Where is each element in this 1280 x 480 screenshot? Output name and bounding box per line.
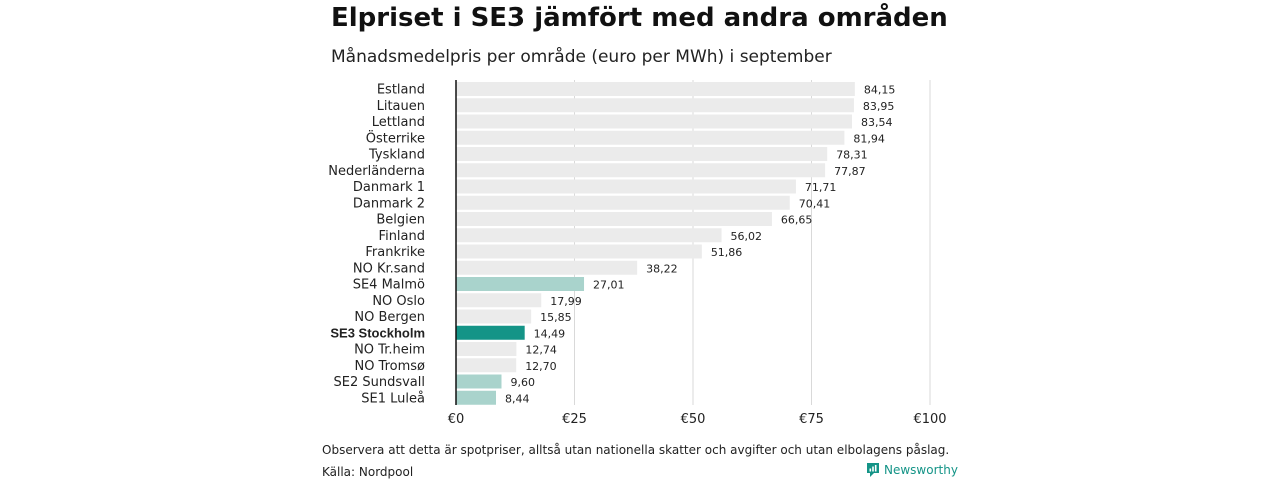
- value-label: 51,86: [711, 246, 743, 259]
- chart-subtitle: Månadsmedelpris per område (euro per MWh…: [331, 47, 832, 67]
- x-tick-label: €50: [681, 412, 706, 427]
- bar: [456, 130, 845, 145]
- x-tick-label: €0: [448, 412, 465, 427]
- bar: [456, 195, 790, 210]
- bar: [456, 147, 828, 161]
- value-label: 12,74: [525, 344, 557, 357]
- value-label: 66,65: [781, 214, 813, 227]
- bar: [456, 98, 854, 113]
- value-label: 17,99: [550, 295, 582, 308]
- value-label: 9,60: [511, 376, 536, 389]
- category-label: SE3 Stockholm: [330, 325, 425, 340]
- category-label: Estland: [377, 83, 425, 98]
- bar: [456, 228, 722, 243]
- value-label: 83,95: [863, 100, 895, 113]
- category-label: NO Bergen: [354, 310, 425, 325]
- category-label: Frankrike: [365, 245, 425, 260]
- bar-chart: Estland 84,15 Litauen 83,95 Lettland 83,54 Öst…: [328, 80, 947, 427]
- category-label: Danmark 1: [353, 180, 425, 195]
- bar: [456, 374, 502, 389]
- value-label: 12,70: [525, 360, 557, 373]
- value-label: 78,31: [836, 149, 868, 162]
- category-label: SE2 Sundsvall: [333, 375, 425, 390]
- newsworthy-logo-icon: [867, 463, 879, 477]
- category-label: NO Kr.sand: [353, 261, 425, 276]
- category-label: NO Tr.heim: [354, 343, 425, 358]
- bar: [456, 244, 702, 259]
- x-tick-label: €75: [799, 412, 824, 427]
- bar: [456, 260, 638, 275]
- category-label: Finland: [379, 229, 425, 244]
- value-label: 71,71: [805, 181, 837, 194]
- category-label: Tyskland: [368, 148, 425, 163]
- bar: [456, 309, 532, 324]
- bar: [456, 212, 772, 226]
- category-label: Lettland: [372, 115, 425, 130]
- brand-name: Newsworthy: [884, 463, 958, 477]
- value-label: 38,22: [646, 262, 678, 275]
- bar: [456, 179, 796, 194]
- bar: [456, 163, 826, 178]
- value-label: 8,44: [505, 392, 530, 405]
- category-label: Österrike: [366, 129, 425, 146]
- category-label: Litauen: [377, 99, 425, 114]
- chart-footnote: Observera att detta är spotpriser, allts…: [322, 443, 950, 457]
- bar: [456, 82, 855, 96]
- value-label: 70,41: [799, 197, 831, 210]
- bar: [456, 342, 517, 356]
- category-label: SE4 Malmö: [353, 278, 425, 293]
- value-label: 27,01: [593, 279, 625, 292]
- bar: [456, 390, 497, 405]
- x-tick-label: €100: [913, 412, 946, 427]
- brand-logo[interactable]: Newsworthy: [866, 462, 958, 478]
- category-label: Danmark 2: [353, 196, 425, 211]
- value-label: 77,87: [834, 165, 866, 178]
- value-label: 81,94: [853, 132, 885, 145]
- value-label: 15,85: [540, 311, 572, 324]
- category-label: NO Oslo: [372, 294, 425, 309]
- bar: [456, 293, 542, 308]
- bar: [456, 325, 525, 340]
- x-tick-label: €25: [562, 412, 587, 427]
- chart-source: Källa: Nordpool: [322, 465, 414, 479]
- chart-title: Elpriset i SE3 jämfört med andra områden: [331, 3, 948, 33]
- bar: [456, 358, 517, 373]
- value-label: 14,49: [534, 327, 566, 340]
- category-label: Belgien: [376, 213, 425, 228]
- category-label: NO Tromsø: [354, 359, 425, 374]
- bar: [456, 114, 852, 129]
- value-label: 83,54: [861, 116, 893, 129]
- category-label: SE1 Luleå: [361, 391, 425, 406]
- bar: [456, 277, 585, 291]
- value-label: 56,02: [731, 230, 763, 243]
- category-label: Nederländerna: [328, 164, 425, 179]
- value-label: 84,15: [864, 84, 896, 97]
